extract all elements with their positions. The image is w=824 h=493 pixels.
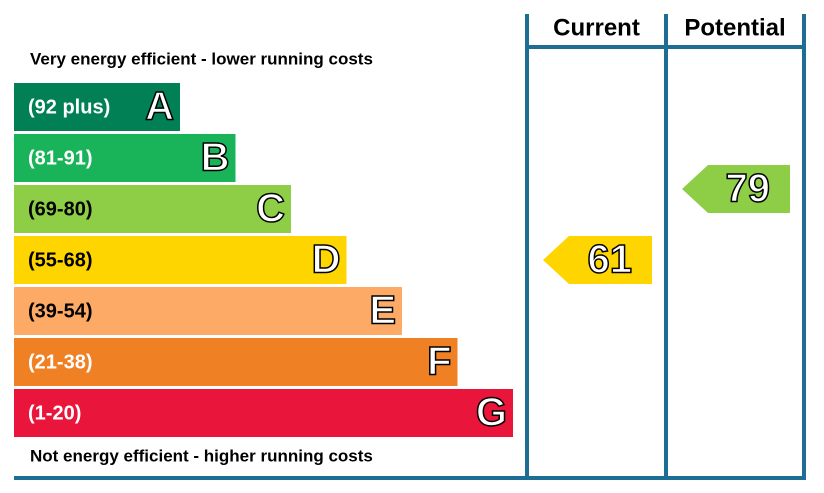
- band-range: (81-91): [28, 147, 92, 169]
- column-header: Current: [553, 14, 640, 41]
- rating-value: 61: [588, 238, 633, 282]
- band-letter: E: [369, 289, 396, 333]
- bottom-label: Not energy efficient - higher running co…: [30, 446, 373, 465]
- band-range: (1-20): [28, 402, 81, 424]
- rating-arrow: [682, 165, 790, 213]
- band-range: (55-68): [28, 249, 92, 271]
- band: [14, 83, 180, 131]
- band: [14, 338, 458, 386]
- band-letter: C: [256, 187, 285, 231]
- top-label: Very energy efficient - lower running co…: [30, 49, 373, 68]
- band-letter: A: [145, 85, 174, 129]
- band-letter: D: [312, 238, 341, 282]
- band-letter: F: [427, 340, 451, 384]
- band-range: (39-54): [28, 300, 92, 322]
- band: [14, 236, 347, 284]
- band-range: (21-38): [28, 351, 92, 373]
- band-letter: G: [476, 391, 507, 435]
- band: [14, 287, 402, 335]
- band-range: (92 plus): [28, 96, 110, 118]
- column-header: Potential: [684, 14, 785, 41]
- band: [14, 389, 513, 437]
- band: [14, 185, 291, 233]
- band: [14, 134, 236, 182]
- rating-arrow: [543, 236, 652, 284]
- rating-value: 79: [726, 167, 771, 211]
- band-letter: B: [201, 136, 230, 180]
- band-range: (69-80): [28, 198, 92, 220]
